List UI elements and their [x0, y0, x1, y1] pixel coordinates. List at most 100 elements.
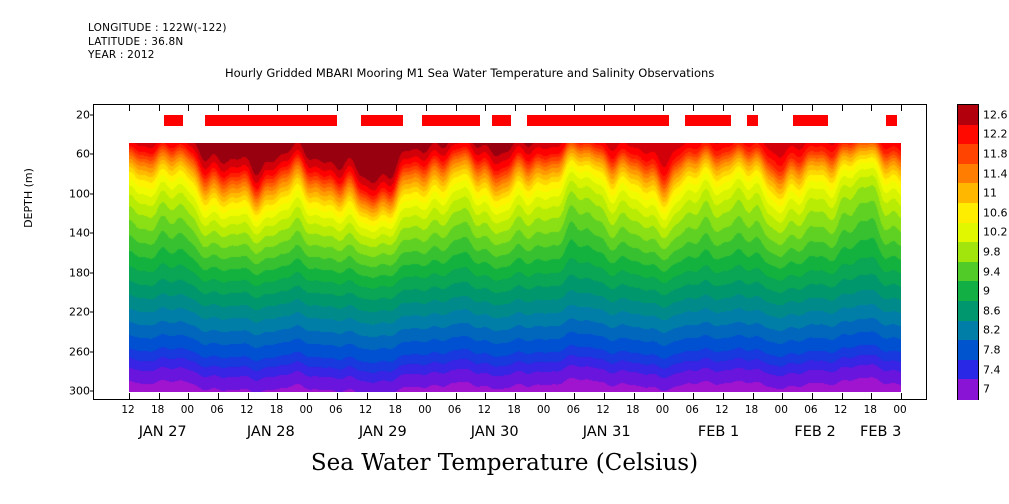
- colorbar-tick-label: 9: [983, 284, 990, 298]
- bottom-axis-tick: [574, 393, 576, 399]
- colorbar-band: [958, 359, 978, 380]
- x-axis-hour-label: 06: [210, 404, 224, 416]
- x-axis-hour-label: 18: [626, 404, 640, 416]
- colorbar-band: [958, 105, 978, 126]
- top-axis-tick: [722, 105, 724, 111]
- top-axis-tick: [218, 105, 220, 111]
- top-axis-tick: [604, 105, 606, 111]
- x-axis-day-label: JAN 30: [470, 424, 519, 440]
- colorbar-band: [958, 222, 978, 243]
- colorbar-tick-label: 8.6: [983, 304, 1001, 318]
- colorbar-tick-label: 11.8: [983, 147, 1008, 161]
- y-axis-tick-labels: 20 60 100 140 180 220 260 300: [50, 104, 96, 400]
- top-axis-tick: [871, 105, 873, 111]
- y-axis-tick-label: 100: [69, 187, 90, 201]
- x-axis-hour-label: 06: [685, 404, 699, 416]
- top-axis-tick: [247, 105, 249, 111]
- colorbar-band: [958, 320, 978, 341]
- bottom-axis-tick: [515, 393, 516, 399]
- coverage-bar: [360, 115, 404, 126]
- x-axis-hour-label: 18: [269, 404, 284, 416]
- coverage-bar: [746, 115, 759, 126]
- top-axis-tick: [515, 105, 516, 111]
- bottom-axis-tick: [366, 393, 368, 399]
- colorbar-tick-label: 10.2: [983, 225, 1008, 239]
- x-axis-hour-label: 12: [358, 404, 373, 416]
- y-axis-tick-label: 20: [76, 108, 90, 122]
- top-axis-tick: [841, 105, 843, 111]
- top-axis-tick: [277, 105, 279, 111]
- top-axis-tick: [366, 105, 368, 111]
- latitude-text: LATITUDE : 36.8N: [88, 35, 184, 48]
- y-axis-tick-label: 140: [69, 226, 90, 240]
- colorbar-tick-label: 11: [983, 186, 997, 200]
- top-axis-tick: [811, 105, 813, 111]
- x-axis-hour-label: 00: [655, 404, 670, 416]
- x-axis-hour-label: 00: [299, 404, 313, 416]
- colorbar-band: [958, 124, 978, 145]
- y-axis-tick-label: 180: [69, 266, 90, 280]
- bottom-axis-tick: [158, 393, 160, 399]
- bottom-axis-tick: [247, 393, 249, 399]
- x-axis-day-label: FEB 2: [794, 424, 836, 440]
- x-axis-hour-label: 12: [596, 404, 610, 416]
- coverage-bar: [684, 115, 732, 126]
- colorbar-tick-label: 12.6: [983, 108, 1008, 122]
- longitude-text: LONGITUDE : 122W(-122): [88, 22, 227, 34]
- top-axis-tick: [307, 105, 309, 111]
- bottom-axis-tick: [722, 393, 724, 399]
- colorbar-band: [958, 340, 978, 361]
- bottom-axis-tick: [811, 393, 813, 399]
- bottom-axis-tick: [544, 393, 546, 399]
- top-axis-tick: [485, 105, 487, 111]
- colorbar-band: [958, 261, 978, 282]
- x-axis-day-label: FEB 1: [697, 424, 740, 440]
- top-axis-tick: [752, 105, 754, 111]
- bottom-axis-tick: [604, 393, 606, 399]
- bottom-axis-tick: [901, 393, 902, 399]
- x-axis-hour-label: 12: [833, 404, 848, 416]
- bottom-axis-tick: [455, 393, 457, 399]
- x-axis-day-label: FEB 3: [860, 424, 902, 440]
- top-axis-tick: [574, 105, 576, 111]
- x-axis-hour-label: 18: [388, 404, 402, 416]
- x-axis-hour-label: 12: [715, 404, 729, 416]
- x-axis-hour-label: 06: [447, 404, 462, 416]
- x-axis-hour-label: 12: [477, 404, 491, 416]
- colorbar-tick-label: 8.2: [983, 323, 1001, 337]
- top-axis-tick: [633, 105, 635, 111]
- top-axis-tick: [693, 105, 695, 111]
- coverage-bar: [526, 115, 670, 126]
- bottom-axis-tick: [693, 393, 695, 399]
- temperature-heatmap: [129, 143, 901, 392]
- bottom-axis-tick: [663, 393, 665, 399]
- colorbar-band: [958, 242, 978, 263]
- bottom-axis-tick: [336, 393, 338, 399]
- bottom-axis-tick: [752, 393, 754, 399]
- x-axis-day-label: JAN 29: [358, 424, 407, 440]
- x-axis-hour-label: 00: [774, 404, 788, 416]
- x-axis-hour-label: 00: [180, 404, 195, 416]
- coverage-bar: [422, 115, 481, 126]
- colorbar-tick-label: 9.4: [983, 265, 1001, 279]
- x-axis-hour-label: 18: [863, 404, 877, 416]
- x-axis-hour-label: 06: [804, 404, 818, 416]
- top-axis-tick: [663, 105, 665, 111]
- colorbar-band: [958, 379, 978, 400]
- x-axis-hour-labels: 12 18 00 06 12 18 00 06 12 18 00 06 12 18 00 06 12 18 00 06…: [0, 404, 1009, 420]
- y-axis-title: DEPTH (m): [22, 168, 35, 228]
- colorbar-band: [958, 281, 978, 302]
- top-axis-tick: [129, 105, 130, 111]
- y-axis-tick-label: 260: [69, 345, 90, 359]
- x-axis-hour-label: 06: [566, 404, 581, 416]
- colorbar-tick-label: 10.6: [983, 206, 1008, 220]
- x-axis-hour-label: 06: [329, 404, 343, 416]
- top-axis-tick: [336, 105, 338, 111]
- x-axis-day-label: JAN 31: [582, 424, 631, 440]
- bottom-axis-tick: [841, 393, 843, 399]
- x-axis-hour-label: 00: [418, 404, 432, 416]
- colorbar-tick-label: 12.2: [983, 127, 1008, 141]
- top-axis-tick: [425, 105, 427, 111]
- y-axis-tick-label: 60: [76, 147, 90, 161]
- colorbar-band: [958, 183, 978, 204]
